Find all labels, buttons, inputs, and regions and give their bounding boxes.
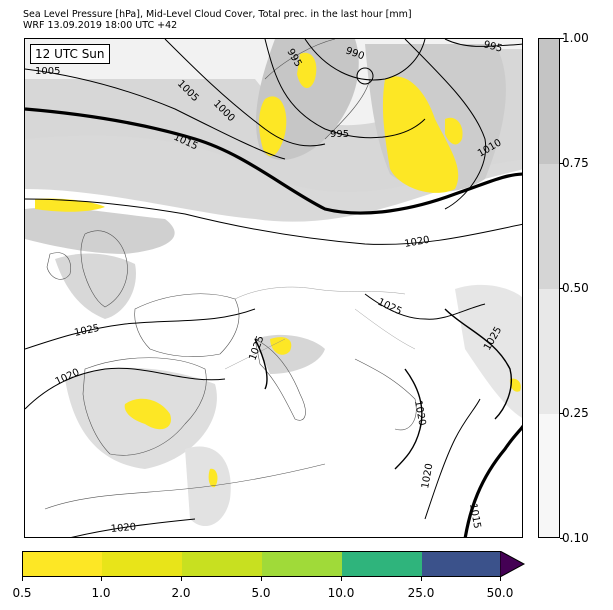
cloud-tick-mark: [560, 163, 564, 164]
isobar-label: 1005: [35, 66, 60, 77]
isobar-label: 1020: [110, 522, 136, 535]
isobar-label: 1025: [376, 297, 404, 318]
isobar-1025-east: [444, 308, 512, 420]
precip-colorbar: [22, 551, 501, 577]
precip-tick-label: 50.0: [486, 586, 514, 600]
coastline-france: [134, 293, 240, 358]
isobar-label: 995: [482, 39, 503, 55]
cloud-tick-mark: [560, 538, 564, 539]
precip-africa: [208, 468, 218, 488]
coastline-balkans: [354, 358, 417, 431]
time-badge: 12 UTC Sun: [30, 44, 110, 64]
isobar-1020-south: [71, 518, 196, 537]
precip-tick-mark: [101, 577, 102, 581]
precip-layer: [35, 52, 521, 488]
precip-tick-label: 2.0: [171, 586, 191, 600]
precip-tick-label: 5.0: [251, 586, 271, 600]
precip-level-3: [182, 552, 262, 576]
coastline-layer: [44, 39, 417, 510]
precip-extend-arrow: [500, 551, 526, 577]
precip-level-6: [422, 552, 501, 576]
cloud-level-2: [539, 289, 559, 414]
isobar-990: [304, 39, 426, 81]
precip-tick-label: 1.0: [91, 586, 111, 600]
isobar-1020-se: [424, 398, 481, 520]
precip-tick-label: 10.0: [327, 586, 355, 600]
weather-map: 1005 1005 1000 995 990 995 995 1015 1010…: [24, 38, 523, 538]
precip-tick-mark: [341, 577, 342, 581]
isobar-1005-north: [25, 68, 286, 160]
cloud-level-1: [539, 414, 559, 537]
coastline-britain: [80, 230, 128, 308]
isobar-label: 1015: [467, 503, 482, 530]
map-canvas: 1005 1005 1000 995 990 995 995 1015 1010…: [25, 39, 522, 537]
cloud-band-britain: [55, 253, 136, 319]
cloud-tick-label: 0.50: [562, 281, 589, 295]
cloud-band-east: [455, 284, 522, 418]
isobar-995: [264, 39, 426, 139]
precip-finland: [445, 117, 463, 145]
isobar-1000: [164, 39, 326, 147]
cloud-level-3: [539, 164, 559, 289]
isobar-1020-sw: [25, 367, 226, 410]
cloud-tick-mark: [560, 38, 564, 39]
map-title: Sea Level Pressure [hPa], Mid-Level Clou…: [23, 9, 412, 20]
isobar-label: 1020: [420, 463, 435, 490]
isobar-label: 1020: [412, 400, 427, 427]
precip-level-1: [23, 552, 102, 576]
isobar-995-ne: [444, 39, 522, 47]
precip-east: [509, 378, 521, 392]
isobar-layer: [25, 39, 522, 537]
precip-tick-mark: [181, 577, 182, 581]
isobar-label: 1025: [73, 323, 100, 339]
coastline-ireland: [46, 252, 71, 280]
precip-tick-mark: [22, 577, 23, 581]
cloud-tick-mark: [560, 288, 564, 289]
isobar-1020: [25, 198, 522, 245]
precip-north-sea: [297, 52, 317, 89]
precip-level-2: [102, 552, 182, 576]
cloud-tick-mark: [560, 413, 564, 414]
isobar-label: 1020: [404, 235, 431, 250]
cloud-tick-label: 0.25: [562, 406, 589, 420]
precip-tick-mark: [261, 577, 262, 581]
isobar-label: 995: [330, 129, 349, 140]
precip-tick-label: 0.5: [12, 586, 32, 600]
isobar-1025-italy: [254, 338, 268, 390]
precip-tick-mark: [500, 577, 501, 581]
cloud-cover-colorbar: [538, 38, 560, 538]
precip-level-5: [342, 552, 422, 576]
coastline-iberia: [82, 357, 207, 456]
isobar-1015-thick: [25, 107, 522, 215]
cloud-tick-label: 0.10: [562, 531, 589, 545]
precip-baltic: [382, 76, 459, 193]
cloud-tick-label: 1.00: [562, 31, 589, 45]
country-borders: [224, 286, 416, 370]
precip-scandinavia: [259, 96, 287, 157]
isobar-1010: [404, 39, 487, 210]
cloud-level-4: [539, 39, 559, 164]
isobar-1020-balkans: [394, 368, 423, 470]
cloud-tick-label: 0.75: [562, 156, 589, 170]
isobar-1025-west: [25, 308, 256, 350]
isobar-1015-se: [463, 424, 522, 537]
precip-iberia: [124, 398, 171, 430]
isobar-1025-central: [364, 293, 486, 320]
coastline-italy: [254, 338, 306, 421]
coastline-scandinavia: [264, 39, 371, 140]
precip-level-4: [262, 552, 342, 576]
coastline-africa: [44, 463, 326, 510]
precip-tick-label: 25.0: [407, 586, 435, 600]
precip-atlantic: [35, 198, 105, 212]
precip-tick-mark: [421, 577, 422, 581]
precip-italy: [270, 337, 292, 355]
low-pressure-center: [356, 67, 374, 85]
map-subtitle: WRF 13.09.2019 18:00 UTC +42: [23, 20, 178, 31]
